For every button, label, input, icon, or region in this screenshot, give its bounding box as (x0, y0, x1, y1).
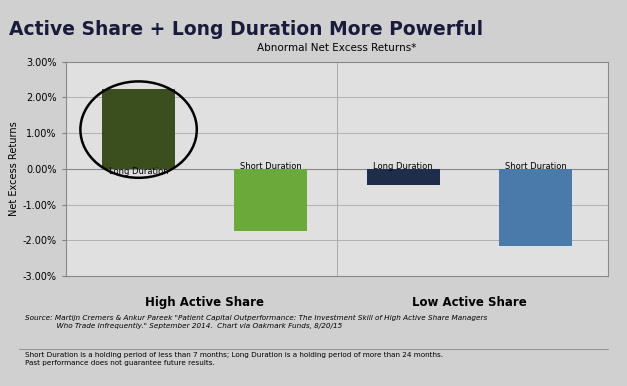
Text: High Active Share: High Active Share (145, 296, 264, 309)
Text: Short Duration: Short Duration (505, 162, 566, 171)
Bar (499, 169, 572, 245)
Bar (234, 169, 307, 231)
Text: Long Duration: Long Duration (108, 167, 169, 176)
Bar (102, 88, 175, 169)
Y-axis label: Net Excess Returns: Net Excess Returns (9, 122, 19, 216)
Text: Active Share + Long Duration More Powerful: Active Share + Long Duration More Powerf… (9, 20, 483, 39)
Text: Abnormal Net Excess Returns*: Abnormal Net Excess Returns* (257, 43, 417, 53)
Text: Long Duration: Long Duration (373, 162, 433, 171)
Text: Short Duration is a holding period of less than 7 months; Long Duration is a hol: Short Duration is a holding period of le… (25, 352, 443, 366)
Text: Short Duration: Short Duration (240, 162, 302, 171)
Text: Source: Martijn Cremers & Ankur Pareek "Patient Capital Outperformance: The Inve: Source: Martijn Cremers & Ankur Pareek "… (25, 315, 487, 329)
Bar (367, 169, 440, 185)
Text: Low Active Share: Low Active Share (412, 296, 527, 309)
